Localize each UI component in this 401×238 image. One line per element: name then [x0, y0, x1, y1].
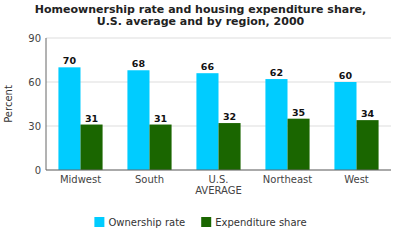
title: Homeownership rate and housing expenditu…	[35, 3, 366, 28]
legend-label: Ownership rate	[108, 217, 185, 228]
data-label: 31	[85, 113, 98, 124]
y-axis-line	[46, 38, 47, 170]
bar	[334, 82, 356, 170]
data-label: 32	[223, 111, 236, 122]
data-label: 62	[270, 67, 283, 78]
data-label: 31	[154, 113, 167, 124]
y-tick-label: 0	[35, 165, 41, 176]
y-tick-label: 30	[28, 121, 41, 132]
bars	[58, 67, 378, 170]
data-label: 68	[132, 58, 146, 69]
bar	[196, 73, 218, 170]
data-label: 70	[63, 55, 77, 66]
legend-item: Expenditure share	[201, 217, 306, 228]
bar	[81, 125, 103, 170]
grid-line	[46, 170, 391, 171]
y-tick-label: 60	[28, 77, 41, 88]
legend: Ownership rate Expenditure share	[94, 217, 306, 228]
legend-swatch	[94, 217, 104, 227]
x-tick-label: U.S.AVERAGE	[195, 174, 242, 196]
bar	[219, 123, 241, 170]
bar	[150, 125, 172, 170]
data-label: 66	[201, 61, 215, 72]
chart: Homeownership rate and housing expenditu…	[0, 0, 401, 238]
bar	[288, 119, 310, 170]
bar	[265, 79, 287, 170]
x-tick-label: Midwest	[60, 174, 101, 185]
x-tick-label: West	[344, 174, 369, 185]
y-axis-label: Percent	[3, 85, 14, 123]
data-label: 60	[339, 70, 353, 81]
bar	[58, 67, 80, 170]
bar	[127, 70, 149, 170]
data-label: 34	[361, 108, 375, 119]
legend-label: Expenditure share	[215, 217, 306, 228]
data-label: 35	[292, 107, 305, 118]
x-axis-line	[46, 170, 391, 171]
legend-item: Ownership rate	[94, 217, 185, 228]
grid-line	[46, 38, 391, 39]
x-tick-label: South	[135, 174, 164, 185]
bar	[357, 120, 379, 170]
x-tick-label: Northeast	[263, 174, 312, 185]
data-labels: 70 31 68 31 66 32 62 35 60 34	[63, 55, 375, 123]
legend-swatch	[201, 217, 211, 227]
y-tick-label: 90	[28, 33, 41, 44]
